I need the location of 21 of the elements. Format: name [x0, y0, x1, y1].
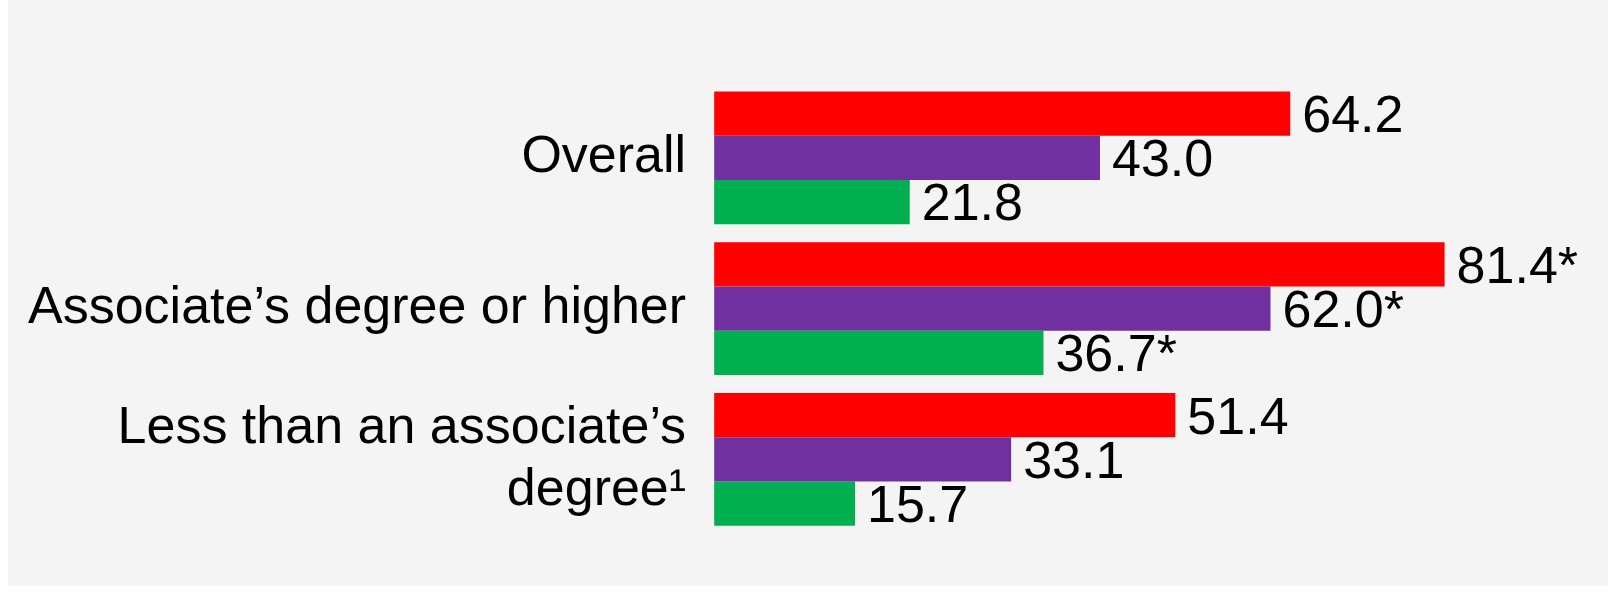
- bar: [714, 437, 1012, 482]
- data-label: 64.2: [1302, 84, 1404, 143]
- data-label: 15.7: [866, 474, 969, 533]
- bar: [714, 286, 1271, 331]
- bar: [714, 330, 1044, 375]
- bar: [714, 481, 855, 526]
- data-label: 43.0: [1111, 129, 1214, 188]
- data-label: 33.1: [1023, 430, 1125, 489]
- bar: [714, 135, 1100, 180]
- bar: [714, 179, 910, 225]
- data-label: 51.4: [1187, 386, 1289, 445]
- data-label: 81.4*: [1456, 235, 1579, 294]
- y-tick-label: Associate’s degree or higher: [27, 275, 687, 334]
- y-tick-label: Less than an associate’s degree¹: [117, 395, 687, 516]
- bar: [714, 91, 1291, 136]
- data-label: 21.8: [921, 173, 1023, 232]
- data-label: 62.0*: [1282, 279, 1404, 338]
- y-tick-label: Overall: [521, 125, 687, 184]
- bar: [714, 393, 1176, 438]
- data-label: 36.7*: [1055, 324, 1177, 383]
- bar: [714, 242, 1445, 287]
